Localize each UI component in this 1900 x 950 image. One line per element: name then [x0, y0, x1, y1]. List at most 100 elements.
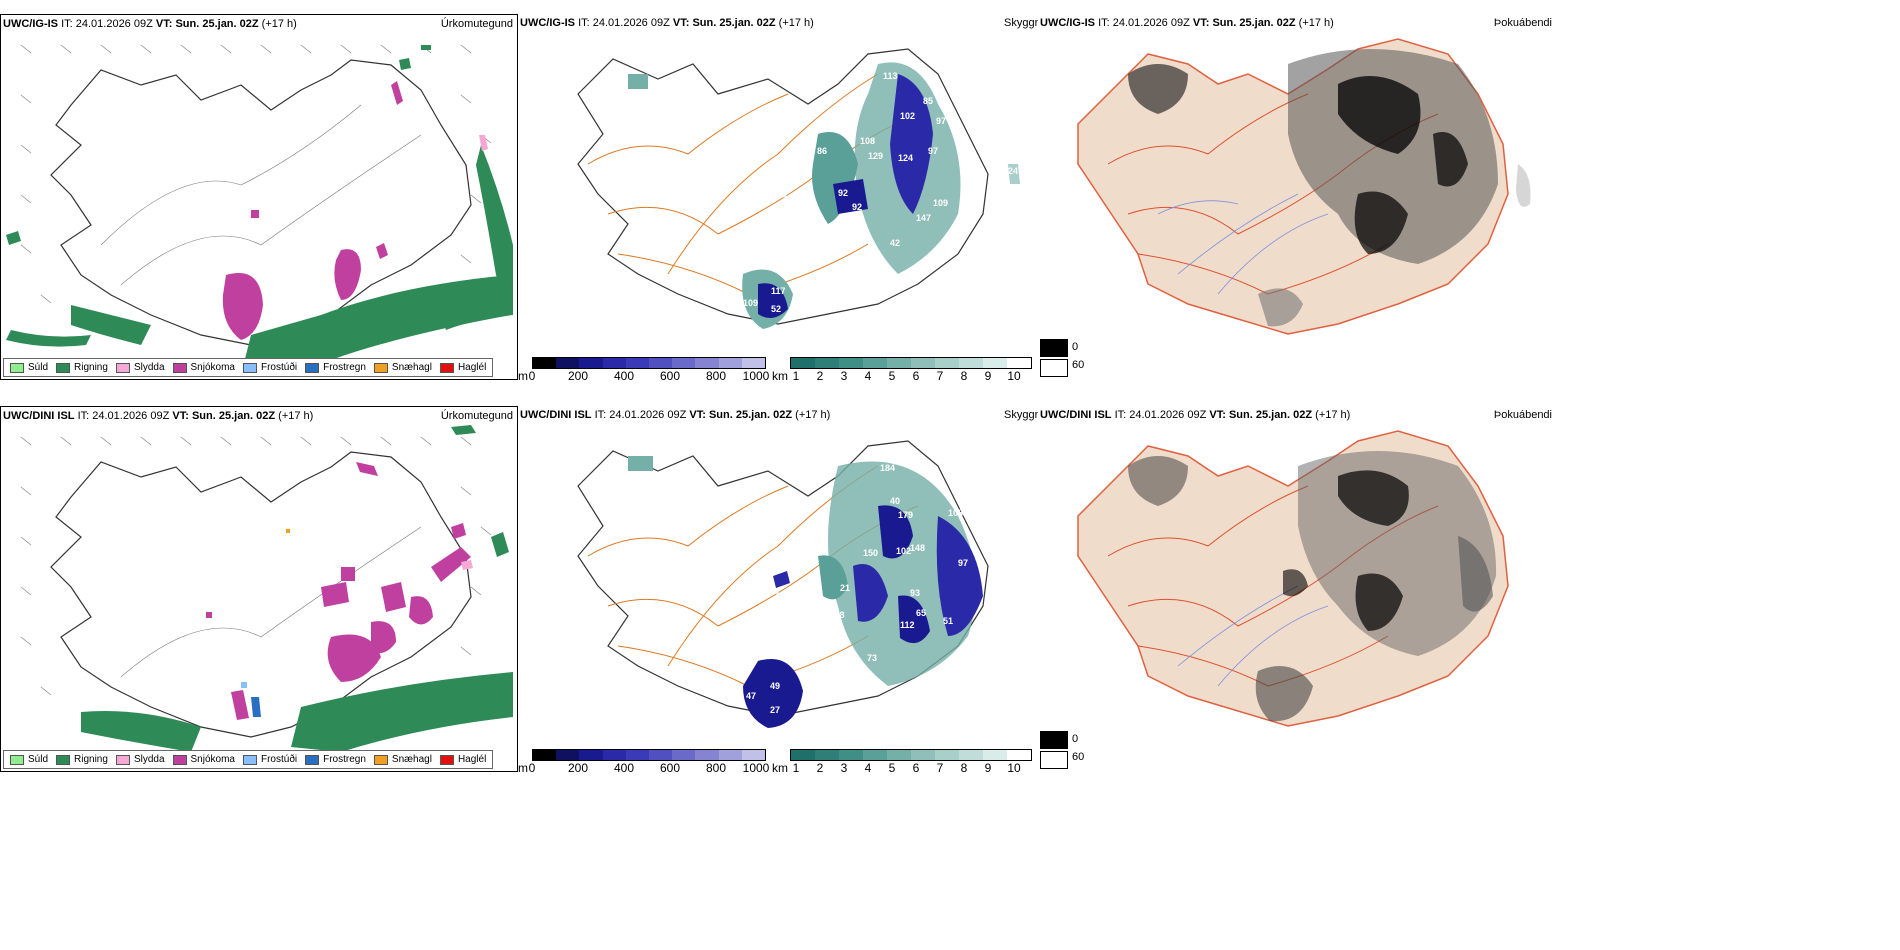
cloud-label: 73	[867, 653, 877, 663]
bar-cell	[649, 750, 673, 760]
iceland-outline-top-precip	[50, 59, 472, 346]
ceiling-tick: 400	[613, 761, 635, 775]
legend-item: Snæhagl	[373, 754, 432, 765]
bar-cell	[649, 358, 673, 368]
bar-cell	[556, 358, 580, 368]
cloud-label: 179	[898, 510, 913, 520]
bar-cell	[718, 358, 742, 368]
cloud-label: 49	[770, 681, 780, 691]
legend-swatch	[439, 362, 454, 373]
fog-map-bottom	[1077, 430, 1509, 727]
fog-key-black-label: 0	[1072, 341, 1079, 353]
cloud-label: 47	[746, 691, 756, 701]
vis-tick: 9	[984, 761, 992, 775]
precip-map-top	[6, 44, 513, 375]
fog-panel-bottom: UWC/DINI ISL IT: 24.01.2026 09Z VT: Sun.…	[1038, 406, 1558, 772]
bar-cell	[625, 358, 650, 368]
ceiling-tick: 1000	[742, 761, 770, 775]
bar-cell	[815, 358, 839, 368]
fog-key-white	[1040, 751, 1068, 769]
legend-swatch	[242, 754, 257, 765]
ceiling-unit: m	[518, 369, 528, 383]
cloud-label: 112	[900, 620, 915, 630]
legend-item: Súld	[10, 362, 48, 373]
legend-swatch	[115, 362, 130, 373]
bar-cell	[935, 358, 959, 368]
vis-tick: 5	[888, 369, 896, 383]
bar-cell	[983, 358, 1007, 368]
precip-header-top: UWC/IG-IS IT: 24.01.2026 09Z VT: Sun. 25…	[3, 18, 297, 30]
legend-item: Rigning	[56, 362, 108, 373]
ceiling-tick: 800	[705, 369, 727, 383]
fog-key-black-label: 0	[1072, 733, 1079, 745]
bar-cell	[839, 358, 863, 368]
cloud-label: 92	[852, 202, 862, 212]
bar-cell	[579, 358, 603, 368]
bar-cell	[839, 750, 863, 760]
bar-cell	[741, 750, 766, 760]
precip-legend-bottom: Súld Rigning Slydda Snjókoma Frostúði Fr…	[3, 750, 494, 769]
vis-tick: 8	[960, 369, 968, 383]
vis-tick: 2	[816, 369, 824, 383]
vis-tick: 6	[912, 761, 920, 775]
bar-cell	[791, 750, 815, 760]
ceiling-tick: 600	[659, 761, 681, 775]
cloud-label: 92	[838, 188, 848, 198]
ceiling-bar	[532, 749, 766, 761]
fog-key-black	[1040, 339, 1068, 357]
precip-header-bottom: UWC/DINI ISL IT: 24.01.2026 09Z VT: Sun.…	[3, 410, 314, 422]
legend-swatch	[10, 754, 24, 765]
bar-cell	[672, 358, 696, 368]
cloud-label: 117	[771, 286, 786, 296]
cloud-title-bottom: Skyggni	[1004, 409, 1044, 421]
legend-swatch	[115, 754, 130, 765]
fog-title-top: Þokuábendi	[1493, 17, 1552, 29]
cloud-label: 147	[916, 213, 931, 223]
cloud-label: 11	[783, 194, 793, 204]
cloud-label: 27	[770, 705, 780, 715]
ceiling-bar	[532, 357, 766, 369]
legend-swatch	[172, 754, 187, 765]
vis-tick: 9	[984, 369, 992, 383]
bar-cell	[911, 358, 935, 368]
legend-item: Snæhagl	[373, 362, 432, 373]
vis-unit: km	[772, 761, 788, 775]
vis-tick: 4	[864, 761, 872, 775]
legend-swatch	[439, 754, 454, 765]
bar-cell	[533, 750, 557, 760]
bar-cell	[983, 750, 1007, 760]
precip-title-bottom: Úrkomutegund	[440, 410, 513, 422]
legend-swatch	[56, 362, 71, 373]
vis-tick: 1	[792, 369, 800, 383]
fog-key-bottom: 0 60	[1038, 731, 1088, 771]
legend-item: Frostúði	[242, 754, 297, 765]
cloud-label: 108	[860, 136, 875, 146]
fog-header-bottom: UWC/DINI ISL IT: 24.01.2026 09Z VT: Sun.…	[1040, 409, 1351, 421]
ceiling-tick: 200	[567, 761, 589, 775]
legend-item: Frostúði	[242, 362, 297, 373]
legend-swatch	[373, 362, 388, 373]
cloud-label: 184	[880, 463, 895, 473]
bar-cell	[935, 750, 959, 760]
legend-swatch	[10, 362, 24, 373]
cloud-label: 86	[817, 146, 827, 156]
vis-tick: 10	[1007, 369, 1021, 383]
ceiling-unit: m	[518, 761, 528, 775]
legend-swatch	[305, 362, 320, 373]
legend-item: Slydda	[115, 362, 165, 373]
legend-item: Haglél	[439, 754, 486, 765]
bar-cell	[579, 750, 603, 760]
vis-tick: 3	[840, 761, 848, 775]
precip-title-top: Úrkomutegund	[440, 18, 513, 30]
cloud-label: 113	[883, 71, 898, 81]
precip-legend-top: Súld Rigning Slydda Snjókoma Frostúði Fr…	[3, 358, 494, 377]
legend-item: Frostregn	[305, 754, 366, 765]
precip-map-bottom	[20, 425, 513, 752]
vis-colorbar-bottom: km 1 2 3 4 5 6 7 8 9 10	[772, 749, 1038, 775]
vis-colorbar-top: km 1 2 3 4 5 6 7 8 9 10	[772, 357, 1038, 383]
bar-cell	[695, 358, 719, 368]
bar-cell	[602, 750, 626, 760]
vis-tick: 1	[792, 761, 800, 775]
cloud-label: 108	[948, 508, 963, 518]
cloud-title-top: Skyggni	[1004, 17, 1044, 29]
